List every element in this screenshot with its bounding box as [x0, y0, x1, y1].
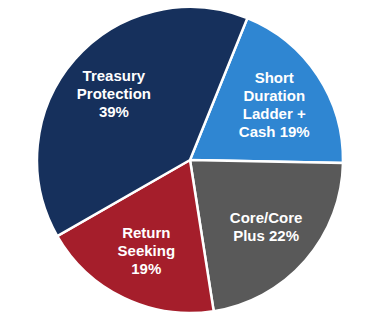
label-text: 22% [265, 227, 299, 244]
slice [37, 7, 247, 236]
label-text: Cash [239, 123, 276, 140]
label-text: Ladder + [243, 105, 306, 122]
label-text: 19% [275, 123, 309, 140]
label-text: Return [122, 224, 170, 241]
slice [190, 160, 343, 311]
label-text: Treasury [83, 67, 146, 84]
slice-label-line: Treasury [83, 67, 146, 84]
slice-label-line: Core/Core [230, 209, 303, 226]
slice-label-line: Return [122, 224, 170, 241]
slice-label-line: Cash 19% [239, 123, 310, 140]
label-text: Seeking [118, 242, 176, 259]
slices [37, 7, 343, 313]
label-text: Core/Core [230, 209, 303, 226]
slice-label-line: Protection [77, 85, 151, 102]
slice-label-line: Plus 22% [233, 227, 299, 244]
labels: ShortDurationLadder +Cash 19% Core/CorePl… [77, 67, 310, 277]
slice-label-line: Short [255, 69, 294, 86]
label-text: 19% [131, 260, 161, 277]
label-text: Duration [243, 87, 305, 104]
slice-label-line: Ladder + [243, 105, 306, 122]
label-text: 39% [99, 103, 129, 120]
slice-label-line: Seeking [118, 242, 176, 259]
slice-label-line: 39% [99, 103, 129, 120]
label-text: Protection [77, 85, 151, 102]
chart: ShortDurationLadder +Cash 19% Core/CorePl… [0, 0, 372, 320]
slice-label-line: 19% [131, 260, 161, 277]
label-text: Short [255, 69, 294, 86]
label-text: Plus [233, 227, 265, 244]
slice-label-line: Duration [243, 87, 305, 104]
